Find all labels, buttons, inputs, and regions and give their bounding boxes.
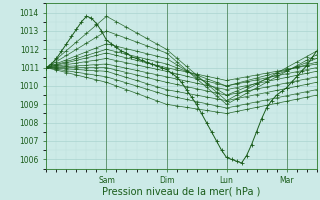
- X-axis label: Pression niveau de la mer( hPa ): Pression niveau de la mer( hPa ): [102, 187, 261, 197]
